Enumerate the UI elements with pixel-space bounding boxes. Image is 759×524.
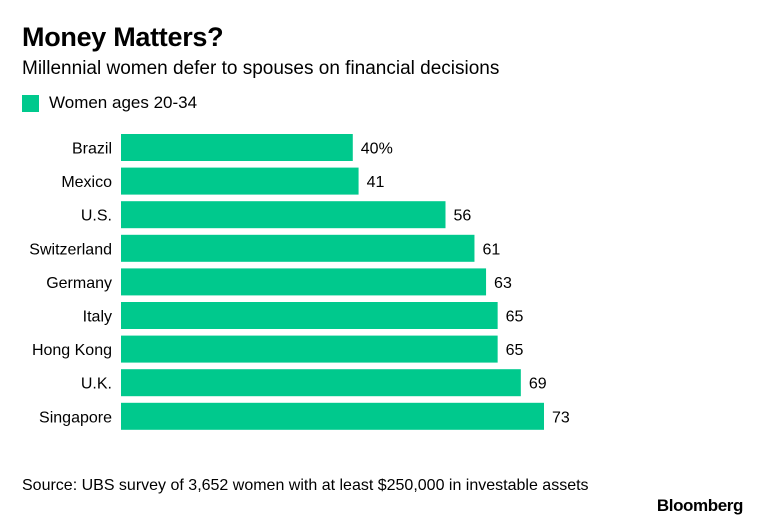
bar-u-k (121, 369, 521, 397)
source-note: Source: UBS survey of 3,652 women with a… (22, 477, 589, 494)
value-label: 61 (482, 241, 500, 258)
category-label: Germany (46, 275, 112, 292)
category-label: Singapore (39, 409, 112, 426)
category-label: Hong Kong (32, 342, 112, 359)
bar-italy (121, 302, 498, 329)
value-label: 69 (529, 376, 547, 393)
bar-switzerland (121, 234, 475, 262)
category-label: Mexico (61, 174, 112, 191)
legend-swatch (22, 94, 39, 112)
category-label: Brazil (72, 141, 112, 158)
category-label: U.K. (81, 376, 112, 393)
category-label: Switzerland (29, 241, 112, 258)
value-label: 56 (453, 208, 471, 225)
bar-chart: Brazil 40% Mexico 41 U.S. 56 Switzerland 61 Germ… (29, 134, 570, 430)
value-label: 65 (506, 342, 524, 359)
value-label: 73 (552, 409, 570, 426)
chart-subtitle: Millennial women defer to spouses on fin… (22, 58, 500, 79)
bar-u-s (121, 201, 446, 229)
value-label: 63 (494, 275, 512, 292)
bar-mexico (121, 167, 359, 195)
legend: Women ages 20-34 (22, 93, 197, 113)
bar-hong-kong (121, 335, 498, 363)
value-label: 41 (367, 174, 385, 191)
bar-brazil (121, 134, 353, 161)
category-label: Italy (83, 309, 112, 326)
value-label: 40% (361, 141, 393, 158)
bar-singapore (121, 402, 544, 430)
category-label: U.S. (81, 208, 112, 225)
chart-title: Money Matters? (22, 22, 224, 52)
bloomberg-logo: Bloomberg (656, 496, 744, 515)
legend-label: Women ages 20-34 (49, 93, 198, 112)
value-label: 65 (506, 309, 524, 326)
bar-germany (121, 268, 487, 296)
